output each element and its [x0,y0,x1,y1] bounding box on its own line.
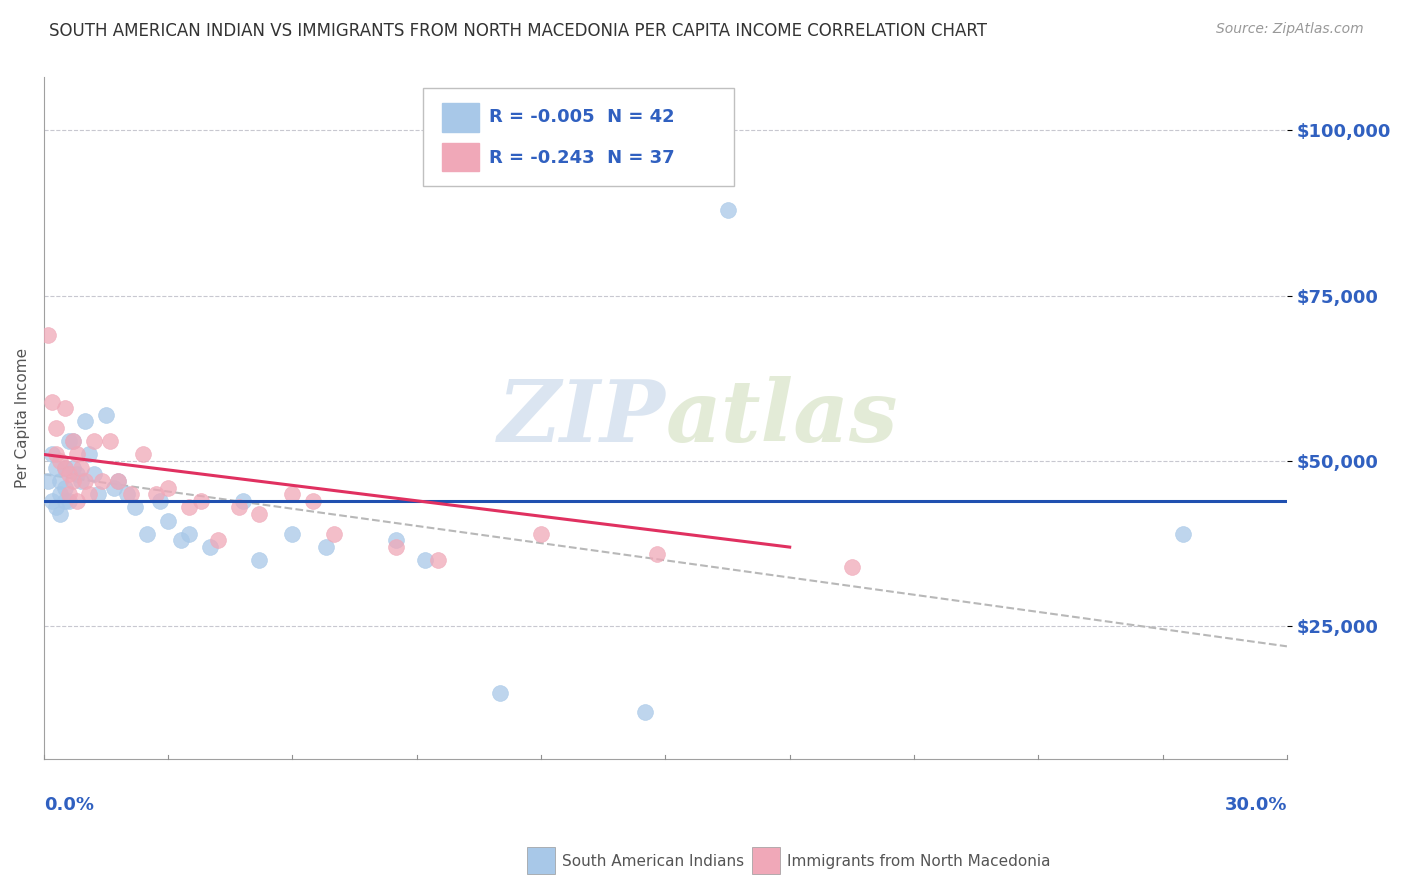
Text: ZIP: ZIP [498,376,665,460]
Point [634,706,657,720]
Point [103,481,125,495]
Point [62,434,84,449]
FancyBboxPatch shape [423,87,734,186]
Point [62,474,84,488]
Point [136,527,159,541]
Point [323,527,346,541]
Point [426,553,449,567]
Point [58,493,80,508]
Point [83,434,105,449]
Point [45,460,67,475]
Point [841,560,863,574]
Point [132,448,155,462]
Point [157,514,180,528]
Text: R = -0.005  N = 42: R = -0.005 N = 42 [489,108,675,126]
Point [177,500,200,515]
Point [45,421,67,435]
Point [58,487,80,501]
Point [716,202,738,217]
Point [385,533,408,548]
Point [177,527,200,541]
Point [107,474,129,488]
Text: Source: ZipAtlas.com: Source: ZipAtlas.com [1216,22,1364,37]
Point [53,401,76,416]
Point [53,493,76,508]
Point [62,460,84,475]
Point [107,474,129,488]
Point [120,487,142,501]
Point [62,434,84,449]
Point [149,493,172,508]
Point [90,474,112,488]
Point [1173,527,1195,541]
Point [66,493,89,508]
Point [645,547,668,561]
Point [281,487,304,501]
Point [413,553,436,567]
Point [75,414,97,428]
Text: 30.0%: 30.0% [1225,797,1286,814]
Text: Immigrants from North Macedonia: Immigrants from North Macedonia [787,855,1050,869]
Point [41,448,63,462]
Point [169,533,191,548]
Point [37,328,59,343]
Point [53,481,76,495]
Point [45,500,67,515]
FancyBboxPatch shape [441,143,479,171]
Point [98,434,121,449]
Point [247,553,270,567]
Text: R = -0.243  N = 37: R = -0.243 N = 37 [489,149,675,167]
Point [124,500,146,515]
Point [66,448,89,462]
Text: SOUTH AMERICAN INDIAN VS IMMIGRANTS FROM NORTH MACEDONIA PER CAPITA INCOME CORRE: SOUTH AMERICAN INDIAN VS IMMIGRANTS FROM… [49,22,987,40]
Point [281,527,304,541]
Point [66,467,89,482]
Text: South American Indians: South American Indians [562,855,745,869]
Point [94,408,117,422]
Point [157,481,180,495]
Point [45,448,67,462]
Point [530,527,553,541]
Point [70,460,93,475]
Text: atlas: atlas [665,376,898,460]
Point [228,500,250,515]
Point [41,394,63,409]
Point [190,493,212,508]
Point [198,540,221,554]
Point [207,533,229,548]
Point [70,474,93,488]
Point [37,474,59,488]
Point [315,540,337,554]
Point [49,474,72,488]
Point [53,460,76,475]
Point [247,507,270,521]
FancyBboxPatch shape [441,103,479,132]
Point [41,493,63,508]
Point [302,493,325,508]
Y-axis label: Per Capita Income: Per Capita Income [15,348,30,488]
Point [87,487,110,501]
Point [385,540,408,554]
Point [49,507,72,521]
Point [145,487,167,501]
Point [232,493,254,508]
Point [488,685,510,699]
Text: 0.0%: 0.0% [44,797,94,814]
Point [53,460,76,475]
Point [79,487,101,501]
Point [75,474,97,488]
Point [58,434,80,449]
Point [49,454,72,468]
Point [79,448,101,462]
Point [83,467,105,482]
Point [49,487,72,501]
Point [115,487,138,501]
Point [58,467,80,482]
